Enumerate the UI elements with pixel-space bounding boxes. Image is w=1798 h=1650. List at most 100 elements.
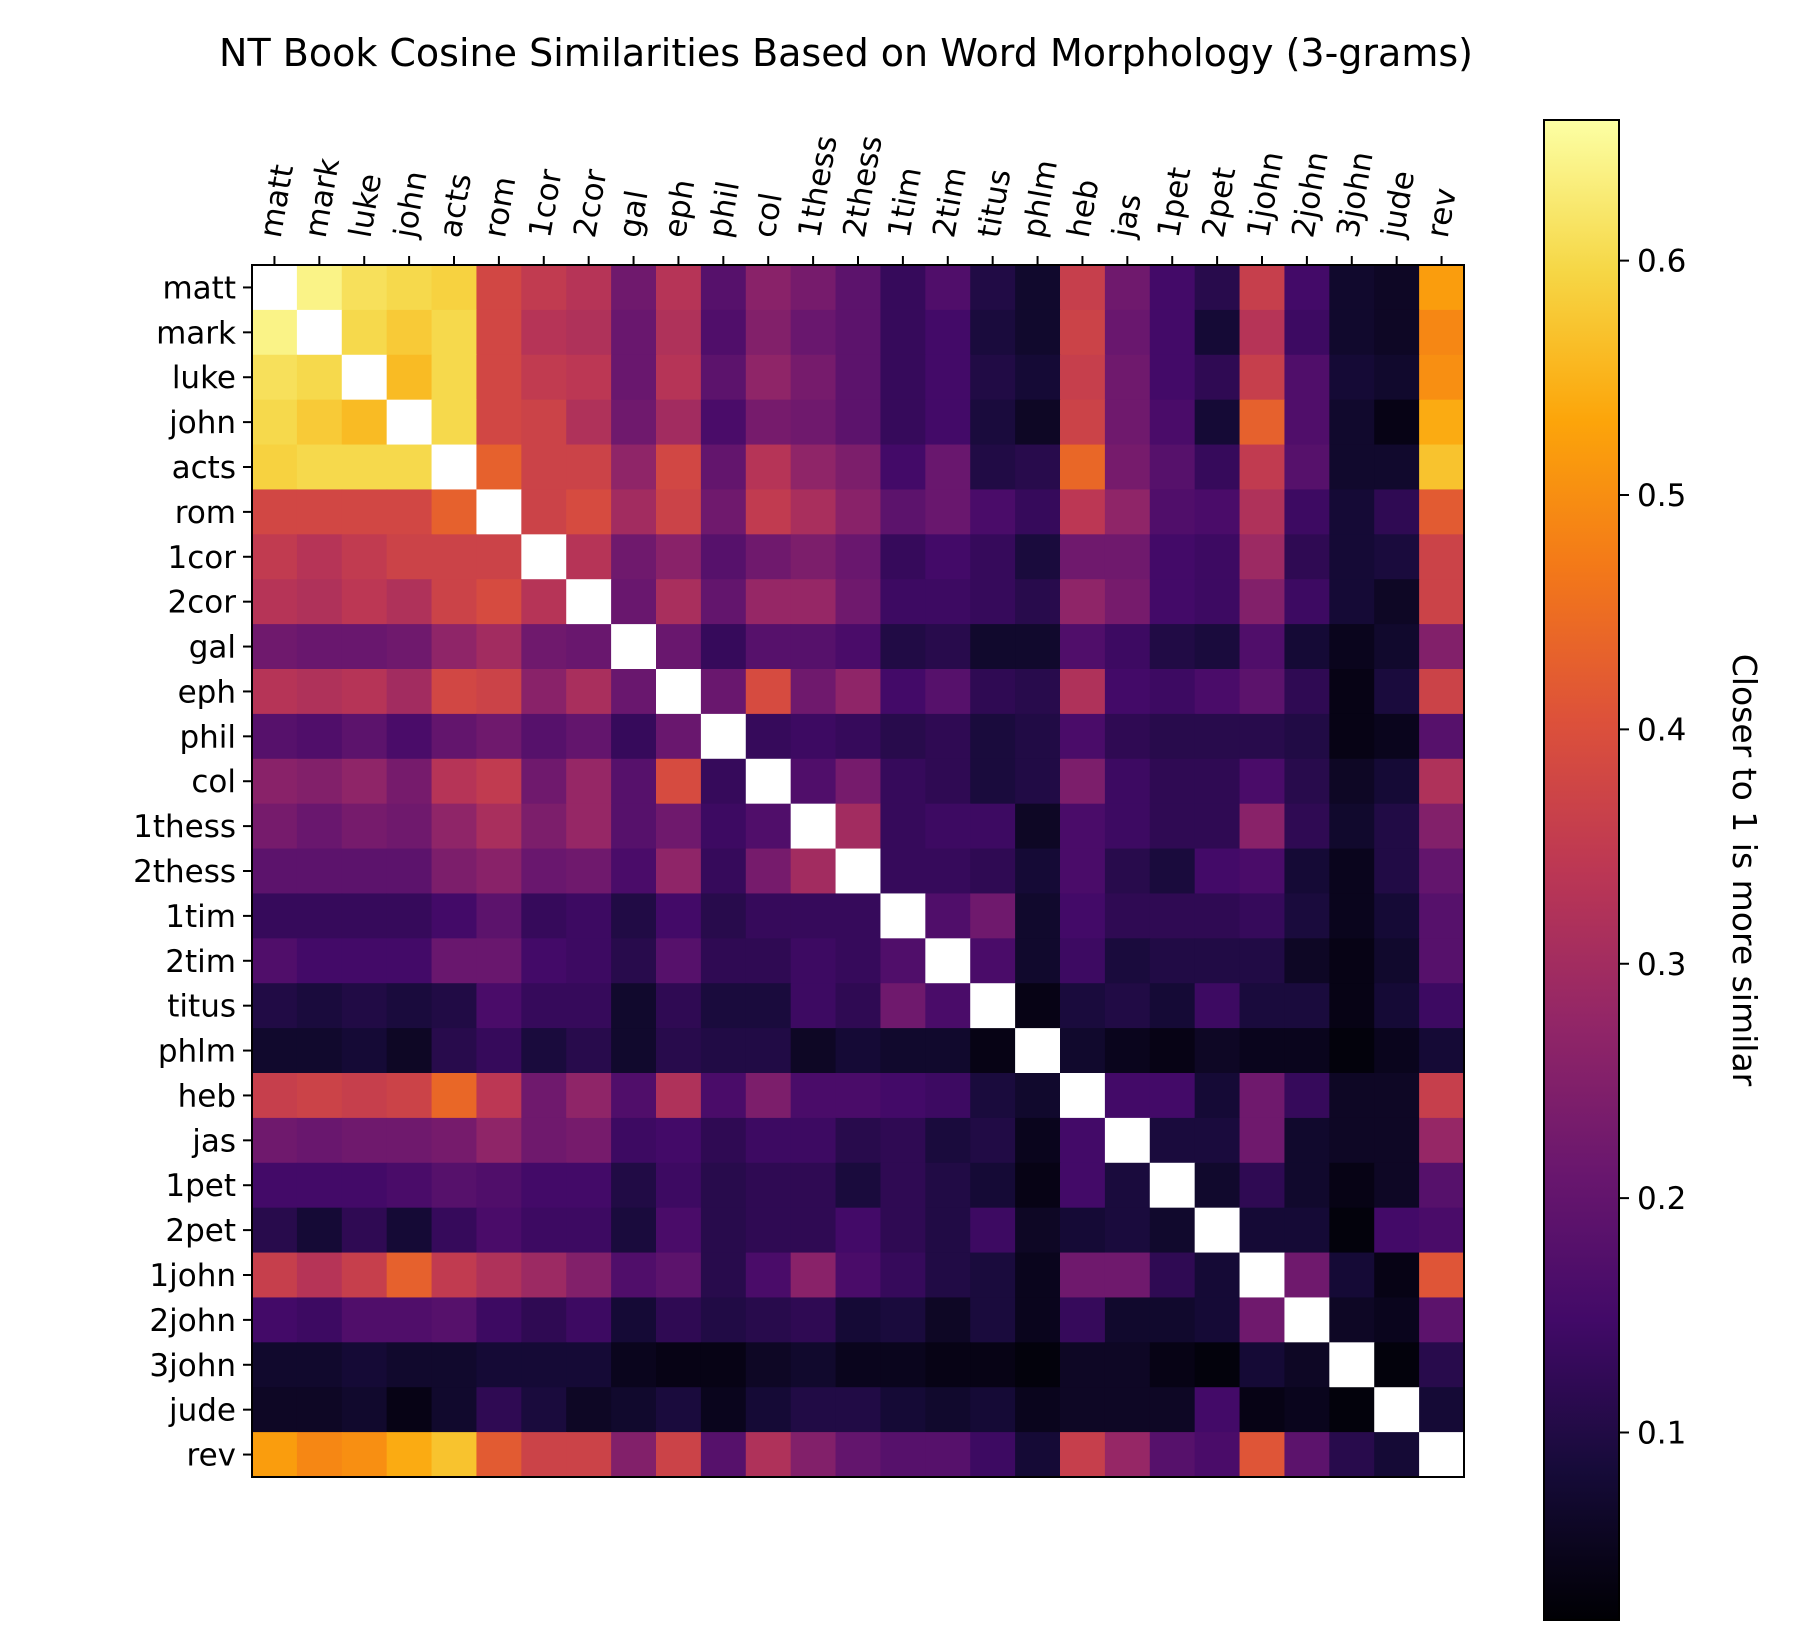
heatmap-cell [790, 624, 837, 670]
heatmap-cell [925, 713, 971, 760]
heatmap-cell [611, 1432, 657, 1478]
heatmap-cell [970, 1028, 1016, 1074]
heatmap-cell [925, 1342, 971, 1388]
heatmap-cell [611, 758, 657, 805]
heatmap-cell [341, 713, 388, 760]
heatmap-cell [476, 399, 522, 446]
heatmap-cell [1374, 938, 1420, 984]
heatmap-cell [1419, 399, 1465, 446]
heatmap-cell [925, 1073, 971, 1119]
heatmap-cell [1194, 1117, 1241, 1164]
heatmap-cell [835, 579, 882, 625]
heatmap-cell [835, 444, 882, 491]
x-tick-label: 2cor [567, 166, 614, 240]
heatmap-cell [1329, 848, 1375, 895]
heatmap-cell [656, 1028, 702, 1074]
heatmap-cell [970, 579, 1016, 625]
heatmap-cell [1149, 1387, 1196, 1433]
heatmap-cell [1149, 309, 1196, 356]
heatmap-cell [1419, 938, 1465, 984]
heatmap-cell [880, 1297, 926, 1343]
x-tick-label: 1thess [792, 133, 845, 241]
heatmap-cell [925, 848, 971, 895]
heatmap-cell [1284, 309, 1330, 356]
colorbar-ticks: 0.1 0.2 0.3 0.4 0.5 0.6 [1619, 244, 1686, 1452]
heatmap-cell [521, 1342, 567, 1388]
heatmap-cell [611, 579, 657, 625]
heatmap-cell [880, 1028, 926, 1074]
heatmap-cell [880, 309, 926, 356]
heatmap-cell [880, 1252, 926, 1299]
heatmap-cell [521, 489, 567, 535]
heatmap-cell [1419, 1387, 1465, 1433]
heatmap-cell [1239, 1162, 1286, 1209]
heatmap-cell [745, 848, 792, 895]
heatmap-cell [835, 758, 882, 805]
heatmap-cell [1284, 579, 1330, 625]
y-tick-label: 1cor [168, 540, 237, 576]
heatmap-cell [1149, 624, 1196, 670]
heatmap-cell [341, 669, 388, 715]
heatmap-cell [476, 1297, 522, 1343]
heatmap-cell [611, 1162, 657, 1209]
heatmap-cell [745, 1028, 792, 1074]
heatmap-cell [1104, 309, 1151, 356]
heatmap-cell [1239, 1342, 1286, 1388]
y-tick-label: luke [172, 360, 236, 396]
heatmap-cell [835, 309, 882, 356]
heatmap-cell [1104, 1073, 1151, 1119]
heatmap-cell [1284, 758, 1330, 805]
heatmap-cell [700, 938, 747, 984]
heatmap-cell [1419, 309, 1465, 356]
heatmap-cell [745, 489, 792, 535]
heatmap-cell [252, 489, 298, 535]
heatmap-cell [880, 803, 926, 850]
heatmap-cell [431, 938, 478, 984]
heatmap-cell [1104, 1117, 1151, 1164]
heatmap-cell [1329, 669, 1375, 715]
heatmap-cell [296, 1297, 343, 1343]
heatmap-cell [1015, 354, 1061, 401]
heatmap-cell [1194, 1297, 1241, 1343]
heatmap-cell [656, 534, 702, 580]
heatmap-cell [700, 1207, 747, 1254]
heatmap-cell [790, 848, 837, 895]
heatmap-cell [1060, 1162, 1106, 1209]
heatmap-cell [341, 1162, 388, 1209]
heatmap-cell [1104, 354, 1151, 401]
heatmap-cell [296, 534, 343, 580]
heatmap-cell [1239, 444, 1286, 491]
heatmap-cell [1194, 534, 1241, 580]
heatmap-cell [566, 399, 612, 446]
x-tick-label: 1john [1240, 149, 1290, 241]
heatmap-cell [611, 1207, 657, 1254]
heatmap-cell [252, 579, 298, 625]
heatmap-cell [476, 489, 522, 535]
heatmap-cell [431, 1073, 478, 1119]
heatmap-cell [611, 1252, 657, 1299]
heatmap-cell [386, 938, 433, 984]
heatmap-cell [835, 1342, 882, 1388]
heatmap-cell [835, 848, 882, 895]
heatmap-cell [1239, 1252, 1286, 1299]
heatmap-cell [970, 489, 1016, 535]
heatmap-cell [1239, 803, 1286, 850]
y-tick-label: matt [162, 270, 236, 306]
heatmap-cell [745, 803, 792, 850]
heatmap-cells [252, 265, 1465, 1478]
heatmap-cell [1239, 893, 1286, 939]
heatmap-cell [1015, 489, 1061, 535]
y-tick-label: 1thess [133, 809, 236, 845]
heatmap-cell [1060, 893, 1106, 939]
heatmap-cell [341, 444, 388, 491]
heatmap-cell [1060, 534, 1106, 580]
heatmap-cell [970, 1387, 1016, 1433]
heatmap-cell [431, 1207, 478, 1254]
heatmap-cell [431, 354, 478, 401]
heatmap-cell [1284, 983, 1330, 1029]
heatmap-cell [1374, 1117, 1420, 1164]
heatmap-cell [341, 848, 388, 895]
heatmap-cell [970, 444, 1016, 491]
heatmap-cell [521, 893, 567, 939]
heatmap-cell [880, 1117, 926, 1164]
